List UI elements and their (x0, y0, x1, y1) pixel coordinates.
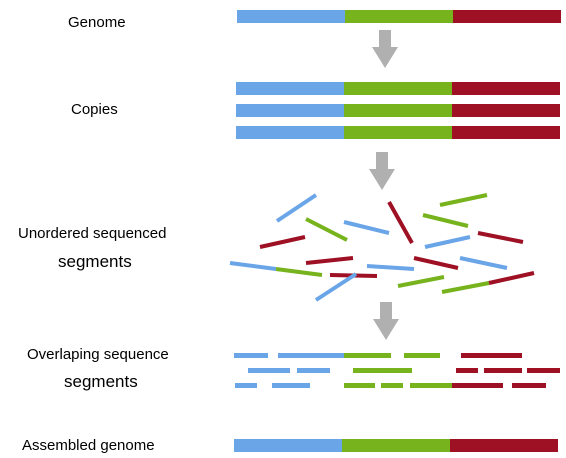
overlap-row-2 (248, 368, 560, 373)
label-unordered-line1: Unordered sequenced (18, 225, 167, 242)
label-overlapping-line2: segments (64, 372, 138, 391)
copy-bar-3 (236, 126, 560, 139)
label-assembled-genome: Assembled genome (22, 437, 155, 454)
assembled-genome-bar (234, 439, 558, 452)
genome-bar (237, 10, 561, 23)
arrow-down-icon (373, 302, 399, 340)
arrow-down-icon (369, 152, 395, 190)
overlap-row-1 (234, 353, 522, 358)
label-copies: Copies (71, 101, 118, 118)
label-overlapping-line1: Overlaping sequence (27, 346, 169, 363)
overlap-row-3 (235, 383, 546, 388)
label-genome: Genome (68, 14, 126, 31)
unordered-segments (229, 193, 535, 302)
arrow-down-icon (372, 30, 398, 68)
label-unordered-line2: segments (58, 252, 132, 271)
copy-bar-1 (236, 82, 560, 95)
copy-bar-2 (236, 104, 560, 117)
